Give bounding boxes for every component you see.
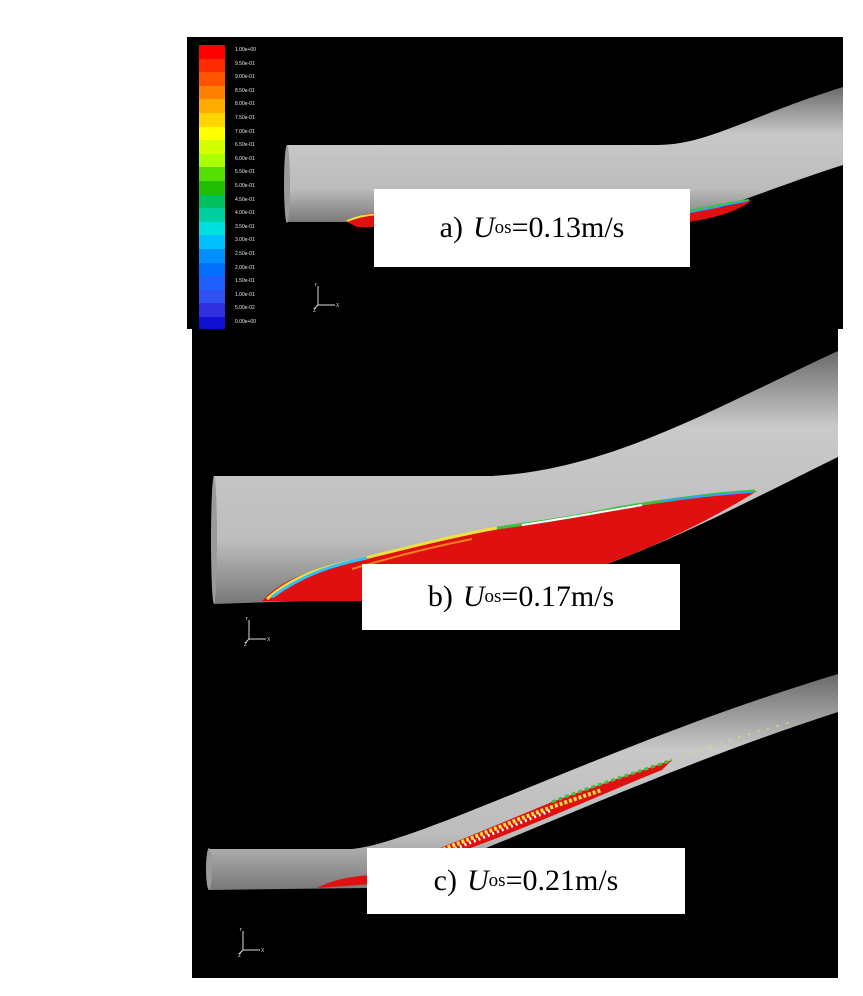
legend-label: 5.00e-01 [235,182,255,189]
legend-swatch [199,303,225,317]
caption-b-subscript: os [484,586,502,607]
axis-y-label: Y [239,928,243,933]
legend-label: 9.00e-01 [235,74,255,81]
panel-b: Y X Z [192,329,838,662]
caption-b-prefix: b) [427,580,453,613]
caption-a-subscript: os [494,217,512,238]
legend-swatch [199,99,225,113]
panel-c: Y X Z [192,662,838,978]
axis-x-label: X [267,637,271,643]
caption-a-symbol: U [472,211,495,244]
legend-swatch [199,276,225,290]
legend-swatch [199,126,225,141]
legend-swatch [199,112,225,127]
legend-swatch [199,208,225,222]
caption-a-value: =0.13m/s [511,211,625,244]
pipe-render-c [206,674,838,890]
legend-swatch [199,45,225,59]
legend-label: 1.50e-01 [235,278,255,285]
legend-swatch [199,167,225,181]
axis-triad-icon: Y X Z [313,283,340,313]
caption-c-prefix: c) [433,864,457,897]
legend-label: 5.00e-02 [235,305,255,312]
legend-label: 4.50e-01 [235,196,255,203]
axis-triad-icon: Y X Z [238,928,265,958]
axis-triad-icon: Y X Z [244,617,271,647]
sediment-c [317,760,672,888]
legend-swatch [199,262,225,277]
legend-swatch [199,85,225,100]
axis-x-label: X [336,303,340,309]
legend-label: 9.50e-01 [235,60,255,67]
legend-label: 1.00e-01 [235,291,255,298]
caption-c-value: =0.21m/s [505,864,619,897]
legend-label: 2.50e-01 [235,250,255,257]
pipe-inlet-c [206,848,212,890]
legend-label: 7.00e-01 [235,128,255,135]
legend-label: 8.00e-01 [235,101,255,108]
legend-swatch [199,140,225,154]
pipe-a [287,87,843,222]
legend-swatch [199,58,225,73]
legend-label: 4.00e-01 [235,210,255,217]
legend-swatch [199,289,225,304]
legend-label: 6.00e-01 [235,155,255,162]
caption-c-subscript: os [488,870,506,891]
pipe-render-a [284,87,843,227]
axis-y-label: Y [314,283,318,288]
axis-z-label: Z [244,642,247,647]
legend-label: 0.00e+00 [235,318,256,325]
legend-swatch [199,248,225,263]
caption-b-value: =0.17m/s [501,580,615,613]
pipe-c [209,674,838,890]
legend-swatch [199,72,225,86]
pipe-b [214,351,838,604]
legend-label: 3.50e-01 [235,223,255,230]
legend-swatch [199,194,225,209]
caption-c-symbol: U [466,864,489,897]
legend-swatch [199,153,225,168]
legend-label: 5.50e-01 [235,169,255,176]
legend-swatch [199,221,225,236]
axis-z-label: Z [238,953,241,958]
pipe-inlet-a [284,145,290,223]
legend-label: 3.00e-01 [235,237,255,244]
axis-z-label: Z [313,308,316,313]
legend-label: 6.50e-01 [235,142,255,149]
caption-a-prefix: a) [439,211,463,244]
pipe-inlet-b [211,476,217,604]
legend-swatch [199,235,225,249]
legend-label: 7.50e-01 [235,114,255,121]
caption-b-symbol: U [462,580,485,613]
legend-label: 8.50e-01 [235,87,255,94]
legend-swatch [199,180,225,195]
legend-label: 2.00e-01 [235,264,255,271]
legend-swatch [199,316,225,329]
axis-x-label: X [261,948,265,954]
legend-label: 1.00e+00 [235,47,256,53]
axis-y-label: Y [245,617,249,622]
panel-a: 1.00e+00 9.50e-01 9.00e-01 8.50e-01 8.00… [187,37,843,329]
